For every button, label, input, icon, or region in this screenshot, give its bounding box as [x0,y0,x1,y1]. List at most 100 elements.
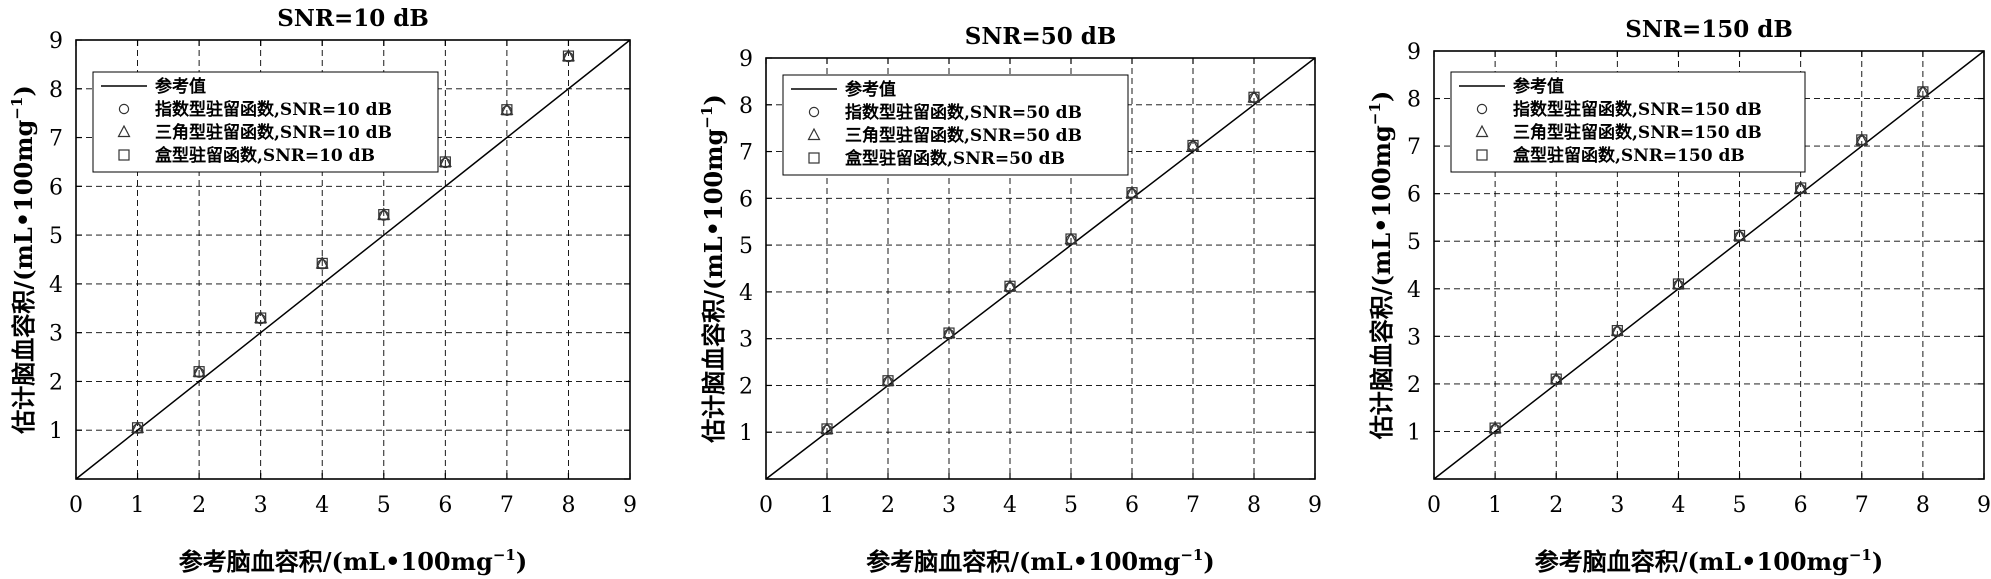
square-marker [943,327,955,339]
x-tick-label: 4 [1671,493,1685,518]
x-axis-label-close: ) [1203,547,1214,576]
legend-triangle-marker [117,124,131,138]
y-axis-label-main: 估计脑血容积/(mL•100mg [1367,125,1396,440]
square-marker [1856,134,1868,146]
x-tick-label: 8 [1916,493,1930,518]
y-tick-label: 8 [739,94,753,119]
square-marker [1489,422,1501,434]
y-axis-label-sup: −1 [1366,102,1384,125]
y-tick-label: 8 [1407,88,1421,113]
legend-label: 指数型驻留函数,SNR=10 dB [155,99,392,120]
y-tick-label: 7 [1407,135,1421,160]
y-axis-label: 估计脑血容积/(mL•100mg−1) [1366,91,1396,440]
legend-label: 指数型驻留函数,SNR=150 dB [1513,99,1762,120]
x-tick-label: 6 [1125,493,1139,518]
y-tick-label: 4 [1407,278,1421,303]
y-axis-label-close: ) [9,85,38,96]
x-tick-label: 2 [192,493,206,518]
y-tick-label: 2 [49,370,63,395]
legend-circle-marker [1476,103,1488,115]
chart-title: SNR=10 dB [277,5,429,32]
legend-circle-marker [118,103,130,115]
square-marker [1550,373,1562,385]
y-tick-label: 2 [1407,373,1421,398]
legend-label: 盒型驻留函数,SNR=150 dB [1512,145,1745,166]
x-tick-label: 8 [561,493,575,518]
y-axis-label-close: ) [699,94,728,105]
y-tick-label: 1 [1407,420,1421,445]
square-marker [439,156,451,168]
x-tick-label: 0 [759,493,773,518]
y-axis-label-main: 估计脑血容积/(mL•100mg [9,119,38,434]
reference-line [765,57,1316,480]
legend-label: 盒型驻留函数,SNR=50 dB [844,148,1065,169]
y-tick-label: 6 [49,175,63,200]
plot-frame [765,57,1316,480]
x-tick-label: 1 [820,493,834,518]
x-tick-label: 8 [1247,493,1261,518]
x-tick-label: 1 [131,493,145,518]
y-tick-label: 9 [1407,40,1421,65]
legend-square-marker [1476,149,1488,161]
x-tick-label: 1 [1488,493,1502,518]
x-axis-label-sup: −1 [493,546,516,564]
x-tick-label: 6 [1794,493,1808,518]
y-tick-label: 4 [739,281,753,306]
legend-label: 盒型驻留函数,SNR=10 dB [154,145,375,166]
y-tick-label: 3 [1407,325,1421,350]
x-axis-label-close: ) [516,547,527,576]
x-tick-label: 2 [881,493,895,518]
square-marker [562,50,575,62]
x-tick-label: 4 [1003,493,1017,518]
y-tick-label: 3 [49,322,63,347]
y-tick-label: 9 [49,29,63,54]
y-tick-label: 8 [49,78,63,103]
square-marker [1187,139,1199,152]
chart-panel-3: SNR=150 dB 0 1 2 3 4 5 6 7 8 9 1 2 3 4 5 6 7 8 9 参考脑血容积/(mL•… [1366,16,1991,576]
x-tick-label: 5 [1733,493,1747,518]
square-marker [1733,229,1746,242]
x-axis-label-main: 参考脑血容积/(mL•100mg [179,547,493,576]
legend-label: 参考值 [155,76,206,97]
x-tick-label: 6 [438,493,452,518]
y-tick-label: 5 [49,224,63,249]
x-tick-label: 0 [69,493,83,518]
y-axis-label-main: 估计脑血容积/(mL•100mg [699,128,728,443]
square-marker [1248,91,1260,103]
square-marker [255,312,267,324]
x-tick-label: 3 [942,493,956,518]
square-marker [316,257,328,270]
y-tick-label: 6 [1407,183,1421,208]
x-tick-label: 9 [623,493,637,518]
x-axis-label: 参考脑血容积/(mL•100mg−1) [179,546,527,576]
y-tick-label: 5 [1407,230,1421,255]
x-tick-label: 7 [500,493,514,518]
legend-box [1450,71,1806,173]
y-tick-label: 4 [49,273,63,298]
y-tick-label: 1 [49,419,63,444]
square-marker [1126,187,1138,199]
y-tick-label: 1 [739,421,753,446]
legend-circle-marker [808,106,820,118]
legend-label: 参考值 [845,79,896,100]
legend-label: 三角型驻留函数,SNR=10 dB [155,122,392,143]
x-tick-label: 4 [315,493,329,518]
legend-label: 参考值 [1513,76,1564,97]
x-axis-label-sup: −1 [1180,546,1203,564]
square-marker [882,375,894,387]
chart-panel-1: SNR=10 dB 0 1 2 3 4 5 6 7 8 9 1 2 3 4 5 6 7 8 9 参考脑血容积/(mL•1… [8,5,637,576]
y-tick-label: 9 [739,47,753,72]
y-tick-label: 2 [739,374,753,399]
square-marker [378,209,390,221]
x-axis-label: 参考脑血容积/(mL•100mg−1) [866,546,1214,576]
y-tick-label: 6 [739,187,753,212]
legend-box [782,74,1129,176]
x-axis-label-sup: −1 [1849,546,1872,564]
y-tick-label: 7 [49,127,63,152]
x-tick-label: 2 [1549,493,1563,518]
chart-panel-2: SNR=50 dB 0 1 2 3 4 5 6 7 8 9 1 2 3 4 5 6 7 8 9 参考脑血容积/(mL•1… [698,23,1322,576]
legend-box [92,71,439,173]
